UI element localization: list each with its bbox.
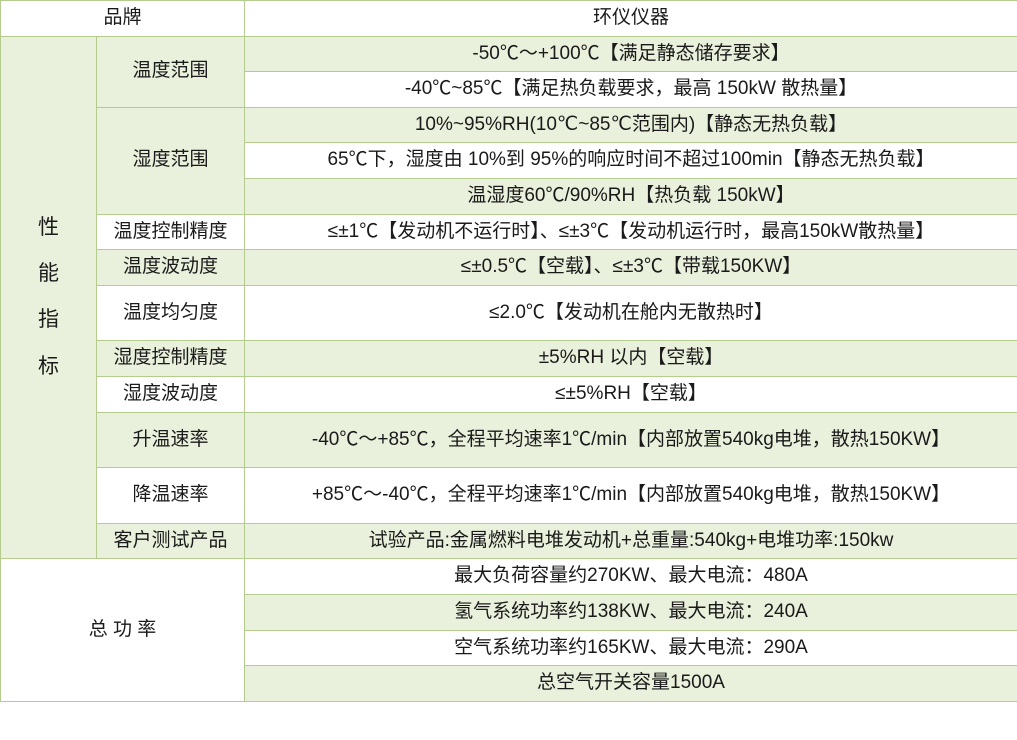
temp-range-v2: -40℃~85℃【满足热负载要求，最高 150kW 散热量】 [245, 72, 1017, 108]
cooling-rate-value: +85℃～-40℃，全程平均速率1℃/min【内部放置540kg电堆，散热150… [245, 468, 1017, 524]
heating-rate-label: 升温速率 [97, 412, 245, 468]
power-v2: 氢气系统功率约138KW、最大电流：240A [245, 594, 1017, 630]
power-v4: 总空气开关容量1500A [245, 666, 1017, 702]
temp-ctrl-accuracy-value: ≤±1℃【发动机不运行时】、≤±3℃【发动机运行时，最高150kW散热量】 [245, 214, 1017, 250]
humidity-ctrl-accuracy-label: 湿度控制精度 [97, 341, 245, 377]
perf-section-label: 性能指标 [1, 36, 97, 559]
power-v1: 最大负荷容量约270KW、最大电流：480A [245, 559, 1017, 595]
power-v3: 空气系统功率约165KW、最大电流：290A [245, 630, 1017, 666]
temp-fluctuation-value: ≤±0.5℃【空载】、≤±3℃【带载150KW】 [245, 250, 1017, 286]
customer-product-label: 客户测试产品 [97, 523, 245, 559]
humidity-fluctuation-value: ≤±5%RH【空载】 [245, 376, 1017, 412]
power-label: 总 功 率 [1, 559, 245, 701]
humidity-range-label: 湿度范围 [97, 107, 245, 214]
humidity-range-v1: 10%~95%RH(10℃~85℃范围内)【静态无热负载】 [245, 107, 1017, 143]
brand-value: 环仪仪器 [245, 1, 1017, 37]
humidity-range-v2: 65℃下，湿度由 10%到 95%的响应时间不超过100min【静态无热负载】 [245, 143, 1017, 179]
brand-label: 品牌 [1, 1, 245, 37]
temp-uniformity-value: ≤2.0℃【发动机在舱内无散热时】 [245, 285, 1017, 341]
temp-ctrl-accuracy-label: 温度控制精度 [97, 214, 245, 250]
temp-range-label: 温度范围 [97, 36, 245, 107]
temp-fluctuation-label: 温度波动度 [97, 250, 245, 286]
temp-uniformity-label: 温度均匀度 [97, 285, 245, 341]
humidity-fluctuation-label: 湿度波动度 [97, 376, 245, 412]
cooling-rate-label: 降温速率 [97, 468, 245, 524]
humidity-range-v3: 温湿度60℃/90%RH【热负载 150kW】 [245, 178, 1017, 214]
heating-rate-value: -40℃～+85℃，全程平均速率1℃/min【内部放置540kg电堆，散热150… [245, 412, 1017, 468]
humidity-ctrl-accuracy-value: ±5%RH 以内【空载】 [245, 341, 1017, 377]
temp-range-v1: -50℃～+100℃【满足静态储存要求】 [245, 36, 1017, 72]
spec-table: 品牌 环仪仪器 性能指标 温度范围 -50℃～+100℃【满足静态储存要求】 -… [0, 0, 1017, 702]
customer-product-value: 试验产品:金属燃料电堆发动机+总重量:540kg+电堆功率:150kw [245, 523, 1017, 559]
